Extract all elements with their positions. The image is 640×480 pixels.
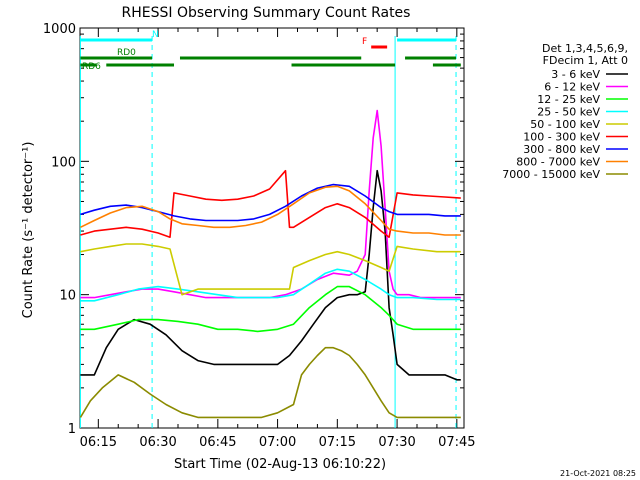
legend-entry-label: 6 - 12 keV	[544, 81, 600, 94]
x-axis-label: Start Time (02-Aug-13 06:10:22)	[174, 457, 386, 472]
series-line-9	[79, 346, 461, 419]
x-tick-label: 07:30	[378, 435, 415, 450]
x-tick-label: 06:45	[199, 435, 236, 450]
x-tick-label: 06:30	[139, 435, 176, 450]
series-line-6	[80, 169, 461, 238]
legend-header: Det 1,3,4,5,6,9,	[542, 42, 628, 55]
legend-entry-label: 25 - 50 keV	[537, 106, 600, 119]
y-tick-label: 1000	[43, 22, 76, 37]
legend-entry-label: 50 - 100 keV	[530, 118, 600, 131]
series-line-3	[80, 285, 461, 333]
legend-entry-label: 800 - 7000 keV	[516, 156, 600, 169]
flag-label-rd0: RD0	[117, 48, 136, 58]
series-line-5	[80, 243, 461, 296]
legend: Det 1,3,4,5,6,9,FDecim 1, Att 03 - 6 keV…	[502, 42, 628, 181]
legend-header: FDecim 1, Att 0	[543, 54, 628, 67]
series-line-4	[80, 268, 461, 302]
series-line-2	[80, 109, 461, 299]
x-tick-label: 07:00	[259, 435, 296, 450]
flag-bars: N F RD0 RD6	[79, 30, 461, 428]
flag-label-rd6: RD6	[82, 62, 101, 72]
flag-label-f: F	[362, 37, 367, 47]
y-axis-label: Count Rate (s⁻¹ detector⁻¹)	[21, 142, 36, 319]
footer-date: 21-Oct-2021 08:25	[560, 469, 636, 478]
x-tick-label: 07:15	[319, 435, 356, 450]
x-tick-label: 07:45	[438, 435, 475, 450]
legend-entry-label: 100 - 300 keV	[523, 131, 600, 144]
x-tick-label: 06:15	[80, 435, 117, 450]
legend-entry-label: 12 - 25 keV	[537, 93, 600, 106]
series-lines	[79, 109, 461, 419]
legend-entry-label: 3 - 6 keV	[551, 68, 600, 81]
series-line-7	[80, 183, 461, 222]
legend-entry-label: 7000 - 15000 keV	[502, 168, 600, 181]
y-tick-label: 1	[68, 422, 76, 437]
series-line-8	[80, 185, 461, 236]
y-tick-label: 10	[59, 289, 76, 304]
axes: 1 10 100 1000 06:15 06:30 06:45 07:00 07:15 07:30…	[43, 22, 476, 450]
chart-title: RHESSI Observing Summary Count Rates	[122, 5, 411, 21]
series-line-1	[80, 169, 461, 381]
flag-label-n: N	[152, 30, 159, 40]
y-tick-label: 100	[51, 155, 76, 170]
legend-entry-label: 300 - 800 keV	[523, 143, 600, 156]
